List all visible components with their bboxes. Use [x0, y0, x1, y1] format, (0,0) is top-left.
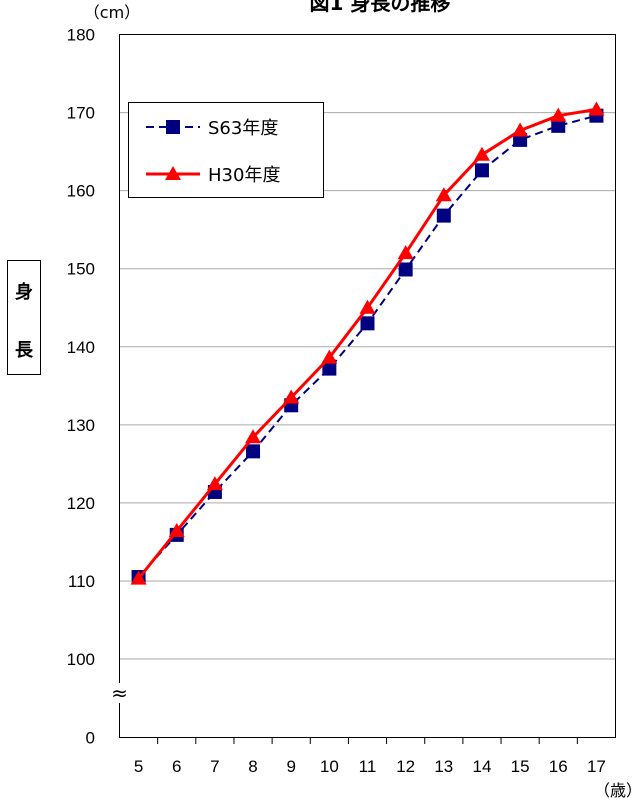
- data-point-square: [551, 118, 566, 133]
- data-point-square: [246, 444, 261, 459]
- y-axis-title: 身 長: [7, 260, 41, 375]
- y-axis-title-char-1: 身: [15, 281, 33, 303]
- legend-box: [128, 102, 324, 198]
- series-layer: [130, 101, 605, 585]
- x-tick-label: 13: [434, 757, 453, 776]
- data-point-triangle: [359, 299, 376, 314]
- x-tick-label: 16: [549, 757, 568, 776]
- data-point-triangle: [550, 107, 567, 122]
- data-point-triangle: [473, 146, 490, 161]
- x-tick-label: 9: [286, 757, 295, 776]
- data-point-triangle: [397, 245, 414, 260]
- data-point-triangle: [168, 522, 185, 537]
- y-axis-ticks: 0 100 110 120 130 140 150 160 170 180: [67, 26, 95, 748]
- data-point-triangle: [245, 429, 262, 444]
- data-point-square: [436, 208, 451, 223]
- y-axis-title-box: [7, 260, 41, 375]
- axis-break-gap: [108, 683, 132, 703]
- x-unit-label: （歳）: [594, 781, 636, 800]
- data-point-triangle: [588, 101, 605, 116]
- y-tick-label: 170: [67, 104, 95, 123]
- y-tick-label: 180: [67, 26, 95, 45]
- chart-title: 図1 身長の推移: [310, 0, 451, 15]
- x-tick-label: 12: [396, 757, 415, 776]
- axis-break-symbol: ≈: [111, 681, 128, 705]
- y-tick-label: 0: [86, 729, 95, 748]
- x-tick-label: 11: [359, 757, 377, 776]
- y-axis-break: ≈: [108, 681, 132, 705]
- data-point-triangle: [321, 349, 338, 364]
- y-tick-label: 160: [67, 182, 95, 201]
- legend: S63年度 H30年度: [128, 102, 324, 198]
- y-tick-label: 110: [68, 572, 95, 591]
- x-tick-label: 5: [134, 757, 143, 776]
- data-point-square: [360, 316, 375, 331]
- data-point-triangle: [206, 476, 223, 491]
- data-point-square: [322, 361, 337, 376]
- series-2: [130, 101, 605, 585]
- x-axis-ticks: 5 6 7 8 9 10 11 12 13 14 15 16 17: [134, 737, 606, 776]
- y-tick-label: 100: [67, 650, 95, 669]
- y-tick-label: 120: [67, 494, 95, 513]
- x-tick-label: 15: [511, 757, 530, 776]
- y-unit-label: （cm）: [84, 3, 140, 22]
- data-point-square: [474, 163, 489, 178]
- y-tick-label: 150: [67, 260, 95, 279]
- legend-label-h30: H30年度: [208, 165, 280, 186]
- x-tick-label: 7: [210, 757, 219, 776]
- x-tick-label: 14: [473, 757, 492, 776]
- data-point-triangle: [283, 389, 300, 404]
- data-point-square: [398, 262, 413, 277]
- data-point-triangle: [512, 122, 529, 137]
- plot-area: [119, 34, 616, 738]
- y-tick-label: 140: [67, 338, 95, 357]
- y-tick-label: 130: [67, 416, 95, 435]
- x-tick-label: 17: [587, 757, 606, 776]
- legend-marker-h30: [165, 166, 181, 180]
- x-tick-label: 6: [172, 757, 181, 776]
- y-axis-title-char-2: 長: [15, 340, 34, 361]
- data-point-triangle: [435, 187, 452, 202]
- data-point-triangle: [130, 570, 147, 585]
- x-tick-label: 8: [248, 757, 257, 776]
- legend-label-s63: S63年度: [208, 118, 278, 139]
- legend-marker-s63: [166, 120, 180, 134]
- x-tick-label: 10: [320, 757, 339, 776]
